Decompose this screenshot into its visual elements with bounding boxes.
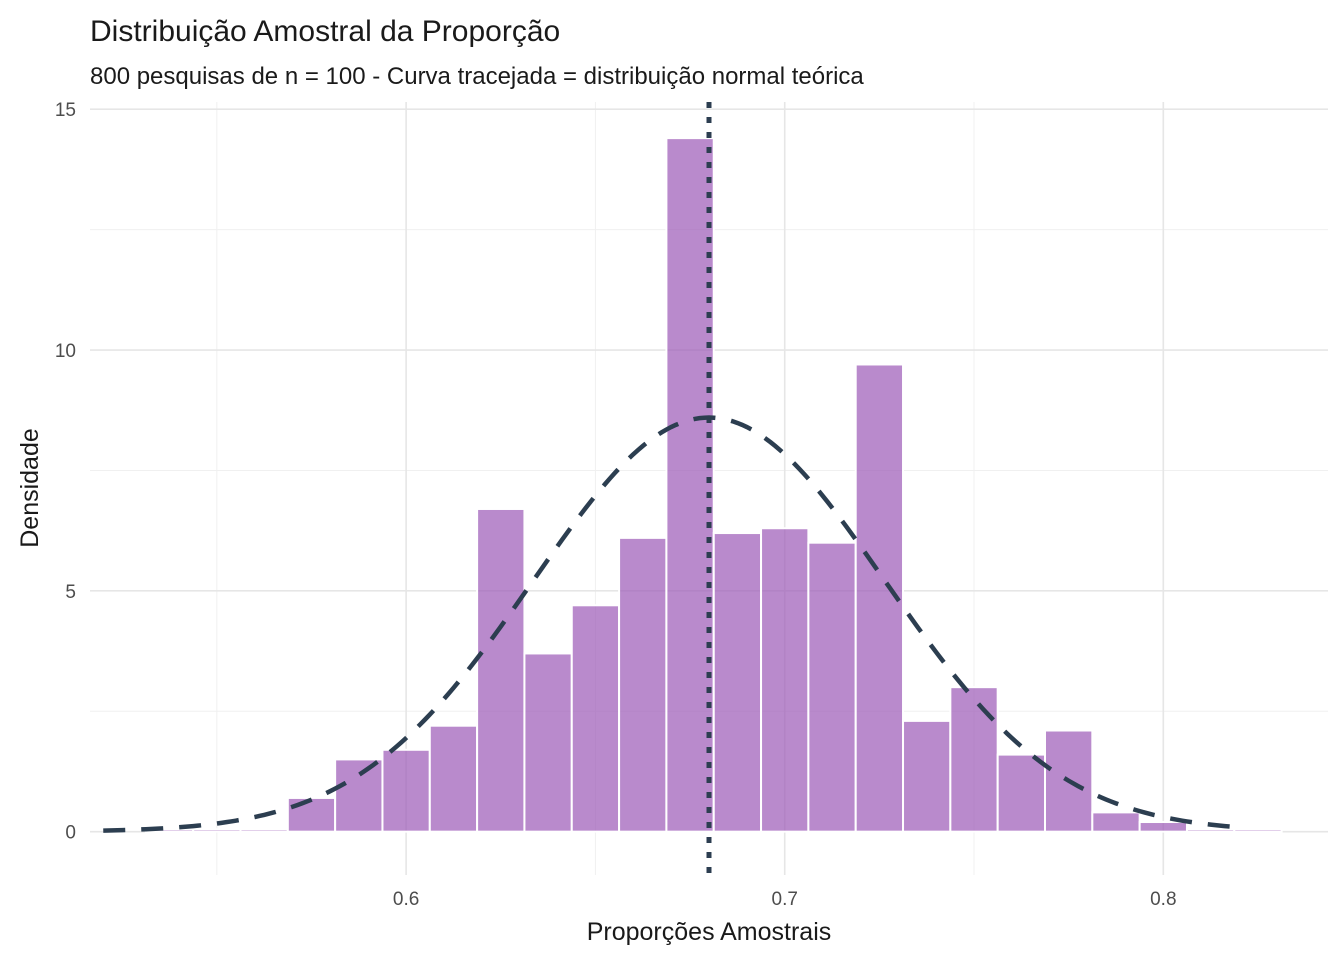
histogram-bar <box>618 536 668 833</box>
histogram-bar <box>996 753 1047 833</box>
histogram-bars <box>144 137 1283 833</box>
histogram-bar <box>286 796 337 833</box>
chart-subtitle: 800 pesquisas de n = 100 - Curva traceja… <box>90 63 864 90</box>
histogram-bar <box>807 541 857 833</box>
histogram-bar <box>665 137 715 833</box>
x-tick-label: 0.6 <box>393 889 419 910</box>
histogram-bar <box>1091 811 1141 833</box>
histogram-bar <box>949 686 999 833</box>
histogram-bar <box>902 719 952 833</box>
histogram-bar <box>523 652 573 833</box>
x-axis-title: Proporções Amostrais <box>587 918 832 946</box>
normal-curve <box>103 415 1240 833</box>
x-tick-label: 0.7 <box>772 889 798 910</box>
histogram-bar <box>476 507 526 833</box>
histogram-bar <box>381 748 431 833</box>
chart-title: Distribuição Amostral da Proporção <box>90 15 560 48</box>
histogram-bar <box>428 724 479 833</box>
histogram-bar <box>1138 821 1188 833</box>
histogram-bar <box>334 758 384 833</box>
histogram-bar <box>760 527 810 833</box>
y-axis-title: Densidade <box>16 428 44 548</box>
x-axis-ticks: 0.6 0.7 0.8 <box>393 889 1177 910</box>
x-tick-label: 0.8 <box>1150 889 1176 910</box>
histogram-bar <box>1185 828 1236 833</box>
y-tick-label: 5 <box>65 582 76 603</box>
histogram-bar <box>712 532 763 833</box>
y-axis-ticks: 0 5 10 15 <box>55 100 76 843</box>
y-tick-label: 10 <box>55 341 76 362</box>
y-tick-label: 0 <box>65 823 76 844</box>
histogram-bar <box>239 828 289 833</box>
histogram-bar <box>1233 828 1283 833</box>
histogram-bar <box>570 604 621 833</box>
y-tick-label: 15 <box>55 100 76 121</box>
normal-curve-layer <box>103 415 1240 833</box>
histogram-bar <box>192 828 242 833</box>
